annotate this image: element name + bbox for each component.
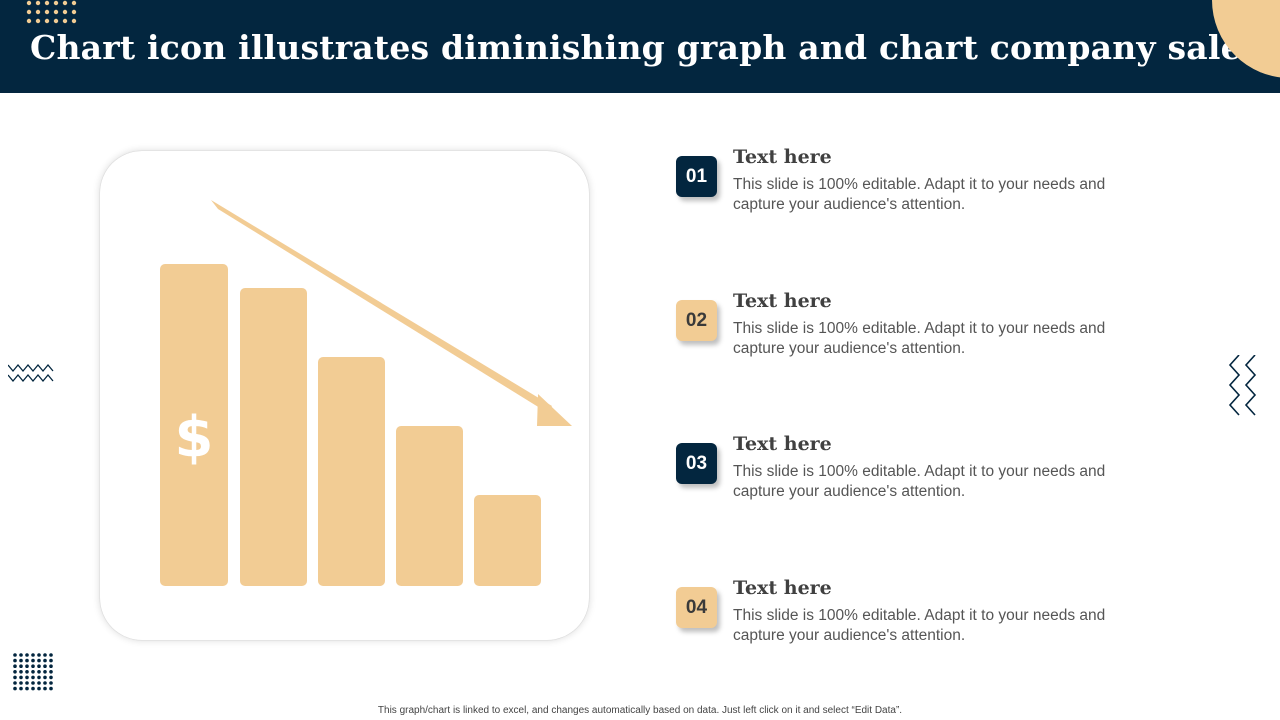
- title-bar: Chart icon illustrates diminishing graph…: [0, 0, 1280, 93]
- diminishing-sales-chart-icon: $: [160, 200, 572, 586]
- dot-grid-decoration: [26, 0, 77, 24]
- zigzag-decoration-right: [1228, 355, 1257, 416]
- number-badge: 04: [676, 587, 717, 628]
- list-item: 02 Text here This slide is 100% editable…: [676, 290, 1176, 400]
- item-title: Text here: [733, 146, 832, 168]
- item-description: This slide is 100% editable. Adapt it to…: [733, 176, 1106, 213]
- dot-grid-decoration-bottom: [13, 653, 53, 691]
- page-title: Chart icon illustrates diminishing graph…: [30, 28, 1261, 67]
- number-badge: 01: [676, 156, 717, 197]
- item-description: This slide is 100% editable. Adapt it to…: [733, 320, 1106, 357]
- item-title: Text here: [733, 433, 832, 455]
- item-title: Text here: [733, 290, 832, 312]
- footer-note: This graph/chart is linked to excel, and…: [377, 705, 903, 716]
- zigzag-decoration-left: [8, 363, 54, 383]
- dollar-sign-icon: $: [175, 405, 214, 470]
- number-badge: 02: [676, 300, 717, 341]
- list-item: 01 Text here This slide is 100% editable…: [676, 146, 1176, 256]
- number-badge: 03: [676, 443, 717, 484]
- item-title: Text here: [733, 577, 832, 599]
- chart-icon-card: $: [100, 151, 589, 640]
- list-item: 03 Text here This slide is 100% editable…: [676, 433, 1176, 543]
- item-description: This slide is 100% editable. Adapt it to…: [733, 463, 1106, 500]
- item-description: This slide is 100% editable. Adapt it to…: [733, 607, 1106, 644]
- list-item: 04 Text here This slide is 100% editable…: [676, 577, 1176, 687]
